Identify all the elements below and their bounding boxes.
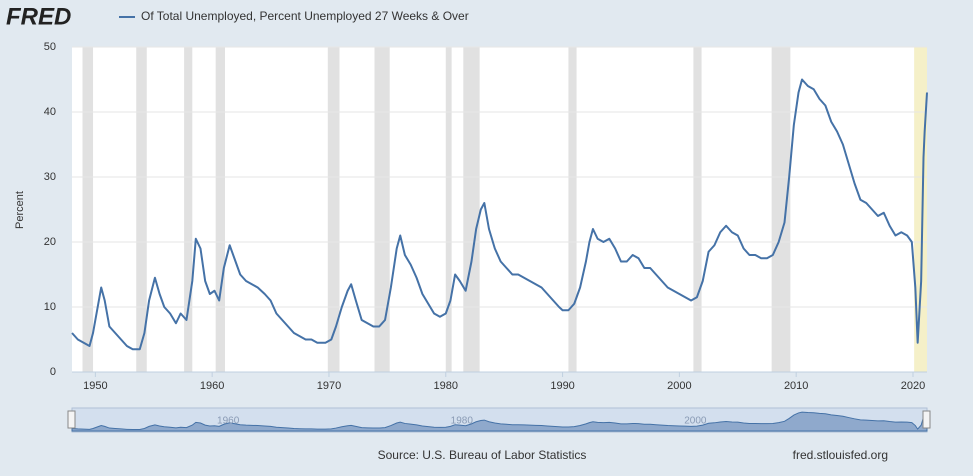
navigator-area bbox=[71, 411, 928, 432]
plot: 0 10 20 30 40 50 1950 1960 1970 1980 1990 2000 2010 2… bbox=[44, 41, 928, 392]
y-axis-label: Percent bbox=[14, 191, 26, 229]
x-tick-label: 2020 bbox=[901, 380, 925, 392]
recession-band bbox=[914, 47, 927, 372]
series-line bbox=[71, 78, 928, 351]
credit[interactable]: fred.stlouisfed.org bbox=[793, 448, 888, 462]
y-tick-label: 30 bbox=[44, 171, 56, 183]
x-tick-label: 1960 bbox=[200, 380, 224, 392]
navigator-handle[interactable] bbox=[67, 410, 76, 429]
recession-band bbox=[136, 47, 147, 372]
x-tick-label: 1950 bbox=[83, 380, 107, 392]
navigator-handle[interactable] bbox=[922, 410, 931, 429]
recession-band bbox=[82, 47, 94, 372]
y-tick-label: 10 bbox=[44, 301, 56, 313]
recession-band bbox=[771, 47, 791, 372]
x-tick-label: 1980 bbox=[434, 380, 458, 392]
y-tick-label: 0 bbox=[50, 366, 56, 378]
logo[interactable]: FRED bbox=[6, 3, 71, 30]
x-tick-label: 1990 bbox=[550, 380, 574, 392]
recession-band bbox=[693, 47, 702, 372]
legend-entry: Of Total Unemployed, Percent Unemployed … bbox=[141, 9, 469, 23]
x-tick-label: 2010 bbox=[784, 380, 808, 392]
y-tick-label: 50 bbox=[44, 41, 56, 53]
x-tick-label: 1970 bbox=[317, 380, 341, 392]
navigator-tick-label: 1960 bbox=[217, 416, 240, 427]
recession-band bbox=[374, 47, 390, 372]
recession-band bbox=[215, 47, 226, 372]
source: Source: U.S. Bureau of Labor Statistics bbox=[378, 448, 587, 462]
recession-band bbox=[445, 47, 452, 372]
recession-band bbox=[463, 47, 480, 372]
y-tick-label: 20 bbox=[44, 236, 56, 248]
recession-band bbox=[184, 47, 193, 372]
navigator-tick-label: 2000 bbox=[684, 416, 707, 427]
navigator-plot: 1960 1980 2000 bbox=[71, 411, 928, 432]
recession-band bbox=[568, 47, 577, 372]
x-tick-label: 2000 bbox=[667, 380, 691, 392]
y-tick-label: 40 bbox=[44, 106, 56, 118]
navigator-tick-label: 1980 bbox=[451, 416, 474, 427]
recession-band bbox=[327, 47, 340, 372]
